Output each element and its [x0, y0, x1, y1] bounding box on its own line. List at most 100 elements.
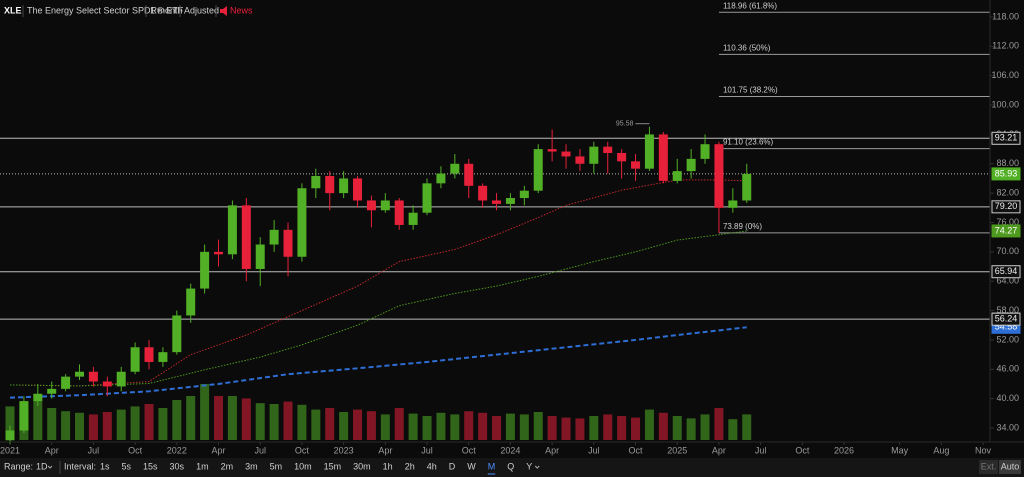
- interval-option[interactable]: 2m: [221, 461, 234, 471]
- volume-bar: [130, 406, 140, 440]
- volume-bar: [742, 414, 752, 440]
- candle-body: [631, 161, 641, 169]
- candle-body: [380, 200, 390, 211]
- auto-button[interactable]: Auto: [1001, 461, 1020, 471]
- interval-option[interactable]: 5m: [270, 461, 283, 471]
- volume-bar: [311, 409, 321, 440]
- x-tick-label: Oct: [128, 445, 143, 455]
- news[interactable]: News: [230, 5, 253, 15]
- candle-body: [672, 171, 682, 181]
- volume-bar: [394, 408, 404, 440]
- volume-bar: [436, 412, 446, 440]
- candle-body: [200, 251, 210, 289]
- high-annotation: 95.58: [616, 121, 634, 128]
- moving-average: [9, 326, 747, 399]
- x-tick-label: Nov: [975, 445, 992, 455]
- fib-label: 110.36 (50%): [723, 43, 771, 52]
- volume-bar: [658, 412, 668, 440]
- adjusted[interactable]: Adjusted: [184, 5, 219, 15]
- candle-body: [241, 205, 251, 269]
- candle-body: [19, 401, 29, 431]
- price-tag: 54.58: [995, 322, 1018, 332]
- candle-body: [353, 178, 363, 201]
- candle-body: [116, 371, 126, 387]
- x-tick-label: Oct: [295, 445, 310, 455]
- price-tag-bg: [991, 265, 1021, 279]
- candle-body: [88, 371, 98, 382]
- price-tag: 74.27: [995, 225, 1018, 235]
- volume-bar: [255, 403, 265, 440]
- candle-body: [533, 149, 543, 191]
- bottom-bar: [0, 458, 1024, 477]
- interval-option[interactable]: Y: [526, 461, 532, 471]
- fib-label: 73.89 (0%): [723, 222, 762, 231]
- interval-option[interactable]: 10m: [294, 461, 312, 471]
- x-tick-label: Jul: [254, 445, 266, 455]
- range-value[interactable]: 1D: [36, 461, 48, 471]
- volume-bar: [450, 414, 460, 440]
- candle-body: [505, 198, 515, 204]
- y-tick-label: 118.00: [992, 11, 1019, 21]
- x-tick-label: Apr: [212, 445, 226, 455]
- interval-option[interactable]: Q: [507, 461, 514, 471]
- candle-body: [158, 352, 168, 362]
- volume-bar: [172, 400, 182, 440]
- ext-button[interactable]: Ext.: [981, 461, 997, 471]
- volume-bar: [158, 408, 168, 440]
- price-tag: 93.21: [995, 133, 1018, 143]
- interval-option[interactable]: 15s: [143, 461, 158, 471]
- candle-body: [561, 151, 571, 157]
- interval-option[interactable]: 3m: [245, 461, 258, 471]
- volume-bar: [269, 404, 279, 440]
- candle-body: [339, 178, 349, 194]
- interval-option[interactable]: 30s: [170, 461, 185, 471]
- interval-option[interactable]: 2h: [405, 461, 415, 471]
- candle-body: [575, 156, 585, 164]
- candle-body: [227, 205, 237, 255]
- candle-body: [283, 229, 293, 257]
- ext-button-bg: [979, 460, 998, 474]
- symbol[interactable]: XLE: [4, 5, 22, 15]
- bottom-toolbar: Range: 1D Interval: Ext. Auto 1s 5s 15s 30s…: [4, 460, 1021, 475]
- volume-bar: [728, 419, 738, 440]
- volume-bar: [672, 416, 682, 440]
- candle-body: [366, 200, 376, 211]
- period[interactable]: 1 month: [150, 5, 183, 15]
- volume-bar: [200, 384, 210, 440]
- volume-bar: [380, 414, 390, 440]
- y-tick-label: 112.00: [992, 41, 1019, 51]
- interval-option[interactable]: 5s: [122, 461, 132, 471]
- interval-option[interactable]: W: [467, 461, 476, 471]
- interval-option[interactable]: M: [488, 461, 496, 471]
- interval-option[interactable]: 30m: [353, 461, 371, 471]
- header: XLE The Energy Select Sector SPDR® ETF 1…: [4, 5, 253, 17]
- x-tick-label: Apr: [545, 445, 559, 455]
- candle-body: [102, 381, 112, 387]
- chevron: [47, 465, 53, 469]
- price-tag-bg: [991, 224, 1021, 238]
- volume-bar: [283, 401, 293, 440]
- auto-button-bg: [999, 460, 1021, 474]
- interval-option[interactable]: 15m: [324, 461, 342, 471]
- y-tick-label: 70.00: [996, 246, 1019, 256]
- candle-body: [269, 229, 279, 245]
- range-label: Range:: [4, 461, 33, 471]
- chevron: [534, 465, 540, 469]
- volume-bar: [47, 408, 57, 440]
- candle-body: [422, 183, 432, 213]
- candle-body: [394, 200, 404, 225]
- interval-option[interactable]: 1m: [196, 461, 209, 471]
- x-tick-label: Apr: [45, 445, 59, 455]
- interval-option[interactable]: 1s: [100, 461, 110, 471]
- volume-bar: [353, 409, 363, 440]
- volume-bar: [492, 416, 502, 440]
- interval-option[interactable]: D: [449, 461, 456, 471]
- y-tick-label: 82.00: [996, 188, 1019, 198]
- x-tick-label: May: [891, 445, 909, 455]
- news-icon: [220, 6, 227, 16]
- candle-body: [255, 244, 265, 269]
- interval-option[interactable]: 4h: [427, 461, 437, 471]
- interval-option[interactable]: 1h: [383, 461, 393, 471]
- volume-bar: [617, 416, 627, 440]
